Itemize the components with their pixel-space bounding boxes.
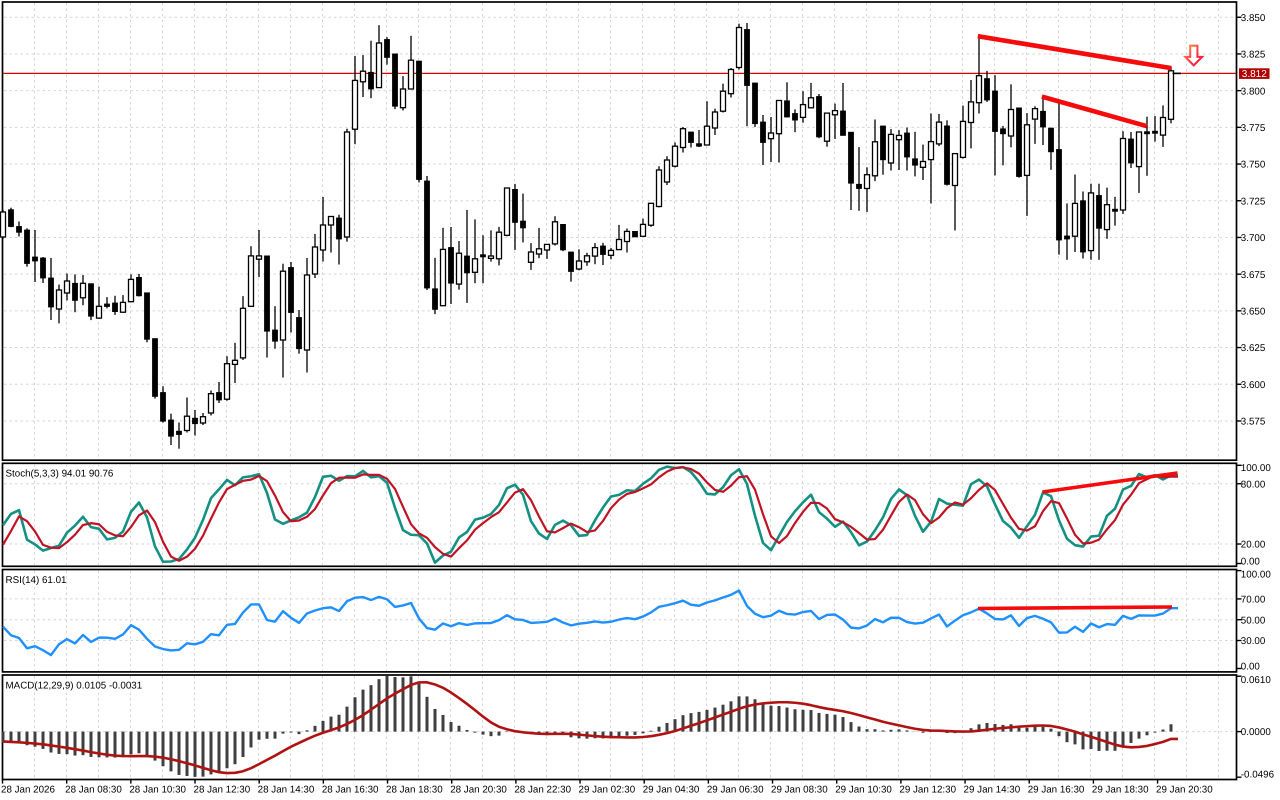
- svg-text:100.00: 100.00: [1241, 569, 1272, 580]
- svg-text:3.625: 3.625: [1241, 343, 1266, 354]
- svg-text:0.00: 0.00: [1241, 556, 1261, 567]
- svg-text:3.775: 3.775: [1241, 123, 1266, 134]
- svg-text:28 Jan 16:30: 28 Jan 16:30: [322, 785, 379, 796]
- svg-text:29 Jan 10:30: 29 Jan 10:30: [835, 785, 892, 796]
- svg-text:28 Jan 18:30: 28 Jan 18:30: [386, 785, 443, 796]
- svg-text:28 Jan 22:30: 28 Jan 22:30: [514, 785, 571, 796]
- svg-text:3.700: 3.700: [1241, 233, 1266, 244]
- svg-text:29 Jan 18:30: 29 Jan 18:30: [1092, 785, 1149, 796]
- svg-text:3.750: 3.750: [1241, 160, 1266, 171]
- svg-text:28 Jan 2026: 28 Jan 2026: [1, 785, 55, 796]
- svg-text:28 Jan 10:30: 28 Jan 10:30: [129, 785, 186, 796]
- svg-text:29 Jan 12:30: 29 Jan 12:30: [899, 785, 956, 796]
- svg-text:3.575: 3.575: [1241, 417, 1266, 428]
- svg-text:3.812: 3.812: [1242, 69, 1267, 80]
- svg-text:28 Jan 08:30: 28 Jan 08:30: [65, 785, 122, 796]
- svg-text:0.0610: 0.0610: [1241, 675, 1272, 686]
- svg-text:0.00: 0.00: [1241, 661, 1261, 672]
- svg-text:29 Jan 02:30: 29 Jan 02:30: [579, 785, 636, 796]
- svg-text:70.00: 70.00: [1241, 595, 1266, 606]
- svg-text:MACD(12,29,9) 0.0105 -0.0031: MACD(12,29,9) 0.0105 -0.0031: [6, 681, 143, 692]
- svg-text:3.650: 3.650: [1241, 306, 1266, 317]
- svg-text:30.00: 30.00: [1241, 636, 1266, 647]
- svg-text:3.725: 3.725: [1241, 196, 1266, 207]
- svg-text:20.00: 20.00: [1241, 540, 1266, 551]
- svg-text:80.00: 80.00: [1241, 479, 1266, 490]
- svg-text:29 Jan 06:30: 29 Jan 06:30: [707, 785, 764, 796]
- svg-text:3.825: 3.825: [1241, 50, 1266, 61]
- svg-text:28 Jan 14:30: 28 Jan 14:30: [258, 785, 315, 796]
- svg-text:3.600: 3.600: [1241, 380, 1266, 391]
- svg-text:50.00: 50.00: [1241, 615, 1266, 626]
- svg-text:29 Jan 16:30: 29 Jan 16:30: [1028, 785, 1085, 796]
- svg-text:29 Jan 04:30: 29 Jan 04:30: [643, 785, 700, 796]
- svg-text:28 Jan 12:30: 28 Jan 12:30: [194, 785, 251, 796]
- svg-text:28 Jan 20:30: 28 Jan 20:30: [450, 785, 507, 796]
- svg-text:RSI(14) 61.01: RSI(14) 61.01: [6, 575, 67, 586]
- svg-text:29 Jan 14:30: 29 Jan 14:30: [964, 785, 1021, 796]
- svg-text:100.00: 100.00: [1241, 463, 1272, 474]
- svg-text:29 Jan 08:30: 29 Jan 08:30: [771, 785, 828, 796]
- svg-text:-0.0496: -0.0496: [1241, 769, 1275, 780]
- svg-text:Stoch(5,3,3) 94.01 90.76: Stoch(5,3,3) 94.01 90.76: [6, 469, 114, 480]
- svg-text:3.675: 3.675: [1241, 270, 1266, 281]
- svg-text:29 Jan 20:30: 29 Jan 20:30: [1156, 785, 1213, 796]
- svg-text:0.0000: 0.0000: [1241, 727, 1272, 738]
- svg-text:3.850: 3.850: [1241, 13, 1266, 24]
- svg-text:3.800: 3.800: [1241, 86, 1266, 97]
